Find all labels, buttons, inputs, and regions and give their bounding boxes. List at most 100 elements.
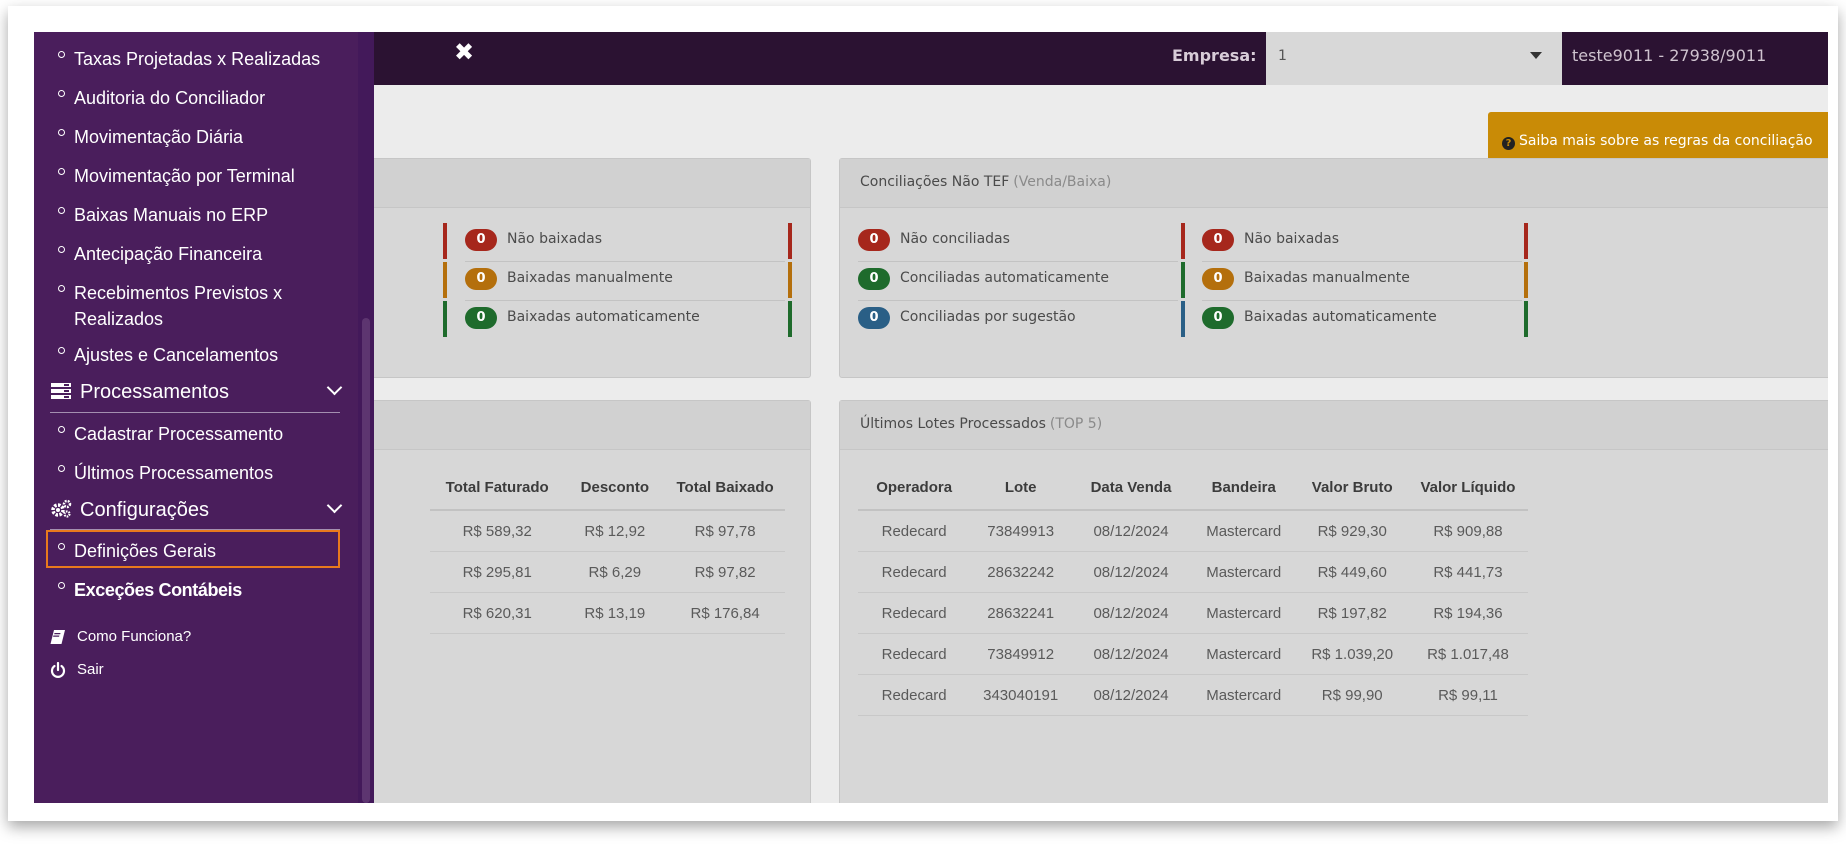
bullet-icon	[58, 129, 65, 136]
footer-label: Como Funciona?	[77, 628, 192, 645]
table-cell: R$ 589,32	[430, 510, 565, 552]
sidebar-section-processamentos[interactable]: Processamentos	[50, 372, 343, 412]
stat-label: Baixadas manualmente	[1244, 270, 1410, 286]
sidebar-item-label: Definições Gerais	[74, 541, 217, 561]
status-bar	[1524, 262, 1528, 298]
server-icon	[51, 383, 71, 399]
count-badge: 0	[1202, 268, 1234, 290]
panel-header: Últimos Lotes Processados (TOP 5)	[840, 401, 1828, 450]
column-header[interactable]: Valor Bruto	[1296, 465, 1408, 511]
divider	[1202, 300, 1522, 301]
stat-conciliadas-automaticamente[interactable]: 0 Conciliadas automaticamente	[858, 262, 1178, 298]
column-header[interactable]: Total Faturado	[430, 465, 565, 511]
stat-label: Baixadas manualmente	[507, 270, 673, 286]
stat-nao-baixadas[interactable]: 0 Não baixadas	[1202, 223, 1522, 259]
column-header[interactable]: Lote	[970, 465, 1072, 511]
count-badge: 0	[465, 229, 497, 251]
sidebar-item-movimentacao-diaria[interactable]: Movimentação Diária	[50, 116, 350, 156]
table-cell: R$ 97,82	[665, 551, 785, 593]
divider	[50, 529, 340, 530]
panel-title-text: Conciliações Não TEF	[860, 174, 1010, 190]
table-cell: R$ 197,82	[1296, 592, 1408, 634]
table-row[interactable]: R$ 295,81 R$ 6,29 R$ 97,82	[430, 551, 785, 593]
sidebar-como-funciona[interactable]: Como Funciona?	[50, 628, 250, 650]
table-row[interactable]: R$ 620,31 R$ 13,19 R$ 176,84	[430, 592, 785, 634]
sidebar-item-cadastrar-processamento[interactable]: Cadastrar Processamento	[50, 413, 350, 453]
table-cell: Mastercard	[1190, 592, 1297, 634]
table-cell: R$ 99,11	[1407, 674, 1528, 716]
table-row[interactable]: Redecard 73849913 08/12/2024 Mastercard …	[858, 510, 1528, 552]
stat-conciliadas-por-sugestao[interactable]: 0 Conciliadas por sugestão	[858, 301, 1178, 337]
footer-label: Sair	[77, 661, 104, 678]
section-title: Processamentos	[80, 381, 229, 403]
sidebar-item-label: Ajustes e Cancelamentos	[74, 345, 279, 365]
table-cell: Redecard	[858, 551, 971, 593]
table-cell: R$ 99,90	[1296, 674, 1408, 716]
sidebar-item-baixas-manuais[interactable]: Baixas Manuais no ERP	[50, 194, 350, 234]
stat-label: Baixadas automaticamente	[507, 309, 700, 325]
stat-nao-conciliadas[interactable]: 0 Não conciliadas	[858, 223, 1178, 259]
table-cell: 28632242	[970, 551, 1072, 593]
table-cell: 08/12/2024	[1071, 674, 1191, 716]
column-header[interactable]: Valor Líquido	[1407, 465, 1528, 511]
sidebar-item-ajustes[interactable]: Ajustes e Cancelamentos	[50, 334, 350, 374]
table-row[interactable]: Redecard 28632241 08/12/2024 Mastercard …	[858, 592, 1528, 634]
bullet-icon	[58, 168, 65, 175]
sidebar-item-movimentacao-terminal[interactable]: Movimentação por Terminal	[50, 155, 350, 195]
count-badge: 0	[858, 229, 890, 251]
user-info: teste9011 - 27938/9011	[1572, 46, 1767, 65]
stat-label: Não baixadas	[1244, 231, 1340, 247]
empresa-label: Empresa:	[1172, 46, 1257, 65]
table-row[interactable]: R$ 589,32 R$ 12,92 R$ 97,78	[430, 510, 785, 552]
sidebar-item-taxas-projetadas[interactable]: Taxas Projetadas x Realizadas	[50, 38, 350, 78]
stat-baixadas-automaticamente[interactable]: 0 Baixadas automaticamente	[465, 301, 785, 337]
sidebar-section-configuracoes[interactable]: Configurações	[50, 490, 343, 530]
sidebar-item-auditoria[interactable]: Auditoria do Conciliador	[50, 77, 350, 117]
stat-baixadas-automaticamente[interactable]: 0 Baixadas automaticamente	[1202, 301, 1522, 337]
count-badge: 0	[465, 268, 497, 290]
count-badge: 0	[858, 268, 890, 290]
divider	[858, 261, 1178, 262]
column-header[interactable]: Total Baixado	[665, 465, 785, 511]
table-cell: Redecard	[858, 592, 971, 634]
column-header[interactable]: Operadora	[858, 465, 971, 511]
panel-title-text: Últimos Lotes Processados	[860, 416, 1046, 432]
panel-subtitle: (TOP 5)	[1049, 416, 1103, 432]
bullet-icon	[58, 347, 65, 354]
sidebar-item-label: Recebimentos Previstos x Realizados	[74, 283, 283, 329]
stat-baixadas-manualmente[interactable]: 0 Baixadas manualmente	[465, 262, 785, 298]
table-row[interactable]: Redecard 343040191 08/12/2024 Mastercard…	[858, 674, 1528, 716]
empresa-select[interactable]: 1	[1266, 32, 1562, 85]
chevron-down-icon	[1530, 52, 1542, 59]
app-window: ✖ Empresa: 1 teste9011 - 27938/9011 ? Sai…	[34, 32, 1828, 803]
book-icon	[50, 630, 65, 644]
column-header[interactable]: Data Venda	[1071, 465, 1191, 511]
table-row[interactable]: Redecard 28632242 08/12/2024 Mastercard …	[858, 551, 1528, 593]
table-cell: R$ 176,84	[665, 592, 785, 634]
sidebar-item-antecipacao[interactable]: Antecipação Financeira	[50, 233, 350, 273]
sidebar-item-ultimos-processamentos[interactable]: Últimos Processamentos	[50, 452, 350, 492]
table-cell: 73849912	[970, 633, 1072, 675]
stat-nao-baixadas[interactable]: 0 Não baixadas	[465, 223, 785, 259]
table-cell: R$ 97,78	[665, 510, 785, 552]
sidebar-item-excecoes-contabeis[interactable]: Exceções Contábeis	[50, 569, 350, 609]
table-cell: Mastercard	[1190, 551, 1297, 593]
close-menu-icon[interactable]: ✖	[454, 38, 475, 66]
column-header[interactable]: Desconto	[564, 465, 666, 511]
ultimos-lotes-table: Operadora Lote Data Venda Bandeira Valor…	[858, 465, 1528, 716]
divider	[465, 300, 785, 301]
table-cell: R$ 441,73	[1407, 551, 1528, 593]
count-badge: 0	[465, 307, 497, 329]
table-cell: R$ 295,81	[430, 551, 565, 593]
stat-baixadas-manualmente[interactable]: 0 Baixadas manualmente	[1202, 262, 1522, 298]
sidebar-item-definicoes-gerais[interactable]: Definições Gerais	[50, 530, 350, 570]
column-header[interactable]: Bandeira	[1190, 465, 1297, 511]
sidebar-scrollbar-thumb[interactable]	[362, 318, 370, 803]
status-bar	[1181, 262, 1185, 298]
sidebar-sair[interactable]: Sair	[50, 661, 250, 683]
table-row[interactable]: Redecard 73849912 08/12/2024 Mastercard …	[858, 633, 1528, 675]
sidebar-item-label: Taxas Projetadas x Realizadas	[74, 49, 321, 69]
empresa-selected-value: 1	[1278, 48, 1287, 64]
bullet-icon	[58, 246, 65, 253]
sidebar-item-recebimentos[interactable]: Recebimentos Previstos x Realizados	[50, 272, 350, 334]
